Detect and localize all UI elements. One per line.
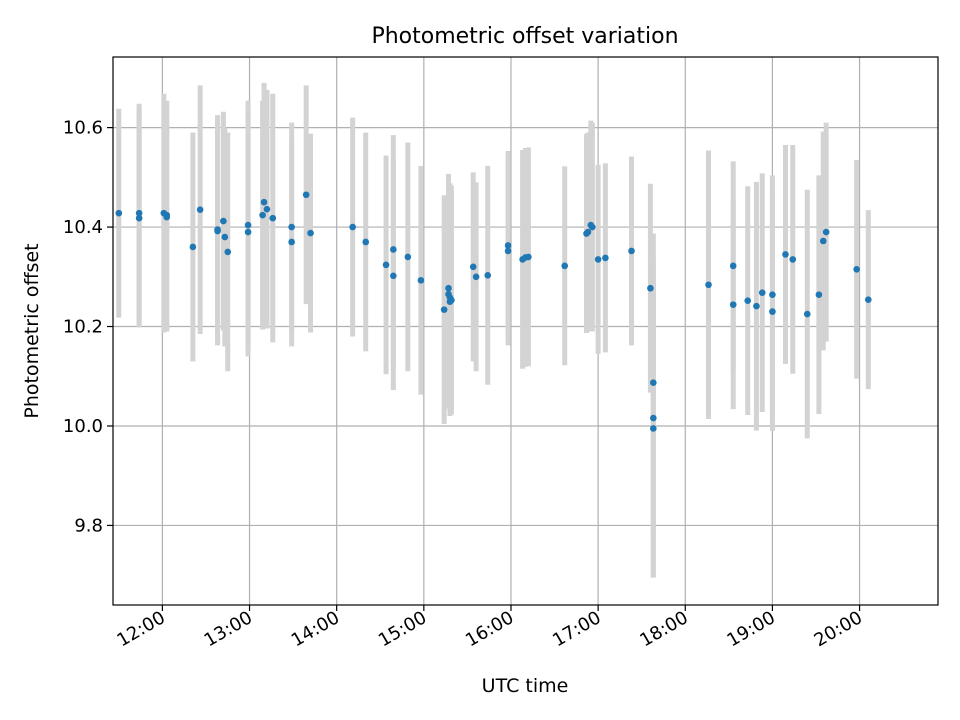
data-point [260, 198, 268, 206]
x-tick-label: 20:00 [811, 607, 866, 651]
data-point [504, 247, 512, 255]
data-point [561, 262, 569, 270]
data-point [729, 301, 737, 308]
data-point [307, 229, 314, 237]
y-axis-label: Photometric offset [21, 243, 43, 418]
data-point [769, 308, 776, 315]
data-point [269, 214, 277, 222]
x-tick-label: 17:00 [549, 607, 604, 651]
data-point [196, 206, 204, 213]
data-point [382, 261, 390, 269]
data-point [135, 214, 143, 222]
data-point [705, 281, 712, 289]
data-point [589, 223, 596, 231]
data-point [789, 256, 797, 263]
data-point [259, 211, 266, 219]
data-point [584, 228, 592, 236]
data-point [220, 217, 227, 225]
data-point [819, 237, 827, 245]
x-tick-label: 15:00 [375, 607, 430, 651]
data-point [390, 272, 397, 280]
data-point [189, 243, 197, 251]
y-tick-label: 10.4 [63, 217, 103, 238]
data-point [782, 251, 789, 258]
data-point [525, 253, 532, 261]
data-point [448, 296, 455, 304]
chart-title: Photometric offset variation [371, 24, 678, 49]
data-point [302, 191, 310, 199]
data-point [484, 272, 492, 279]
data-point [115, 209, 123, 217]
x-tick-label: 19:00 [723, 607, 778, 651]
data-point [628, 247, 635, 255]
data-point [647, 284, 654, 292]
data-point [445, 284, 452, 292]
data-point [221, 233, 229, 241]
x-tick-label: 12:00 [113, 607, 168, 651]
data-point [472, 273, 480, 281]
data-point [822, 228, 830, 236]
data-point [263, 205, 271, 213]
data-point [504, 242, 512, 249]
data-point [349, 223, 356, 231]
data-point [469, 263, 477, 271]
data-point [864, 296, 872, 303]
data-point [288, 238, 295, 246]
data-point [288, 223, 295, 231]
y-axis-ticks: 9.8 10.0 10.2 10.4 10.6 [63, 118, 113, 536]
data-point [815, 291, 823, 298]
x-axis-ticks: 12:00 13:00 14:00 15:00 16:00 17:00 18:00 19:00… [113, 605, 866, 651]
data-point [417, 276, 425, 284]
error-bars [116, 82, 871, 578]
data-point [650, 379, 657, 387]
data-point [769, 291, 776, 298]
data-point [135, 209, 143, 217]
data-point [244, 221, 252, 229]
data-point [163, 211, 171, 219]
data-point [404, 253, 412, 261]
x-axis-label: UTC time [482, 675, 569, 697]
data-point [602, 254, 609, 262]
x-tick-label: 13:00 [201, 607, 256, 651]
plot-frame [112, 56, 939, 606]
data-point [224, 248, 232, 256]
data-point [390, 246, 397, 253]
data-point [744, 297, 752, 304]
x-tick-label: 18:00 [636, 607, 691, 651]
data-point [650, 425, 657, 432]
data-point [803, 310, 811, 318]
data-point [594, 256, 602, 263]
data-point [729, 262, 737, 270]
data-point [650, 414, 657, 422]
data-point [440, 306, 448, 313]
data-point [853, 266, 860, 273]
data-points [115, 191, 872, 432]
y-tick-label: 10.2 [63, 317, 103, 338]
y-tick-label: 9.8 [74, 515, 103, 536]
data-point [753, 302, 760, 310]
data-point [758, 289, 766, 297]
data-point [244, 228, 252, 236]
x-tick-label: 14:00 [288, 607, 343, 651]
data-point [214, 227, 221, 235]
data-point [362, 238, 370, 246]
y-tick-label: 10.6 [63, 118, 103, 139]
y-tick-label: 10.0 [63, 416, 103, 437]
x-tick-label: 16:00 [462, 607, 517, 651]
